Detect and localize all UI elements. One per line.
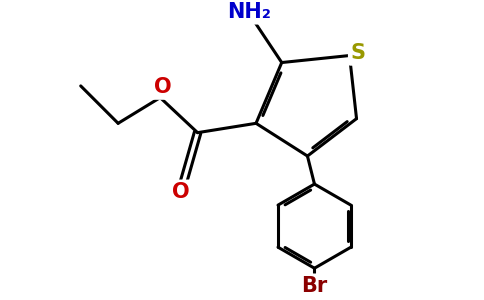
Text: Br: Br xyxy=(302,276,328,296)
Text: NH₂: NH₂ xyxy=(227,2,271,22)
Text: S: S xyxy=(350,43,365,63)
Text: O: O xyxy=(172,182,190,202)
Text: O: O xyxy=(154,77,171,97)
